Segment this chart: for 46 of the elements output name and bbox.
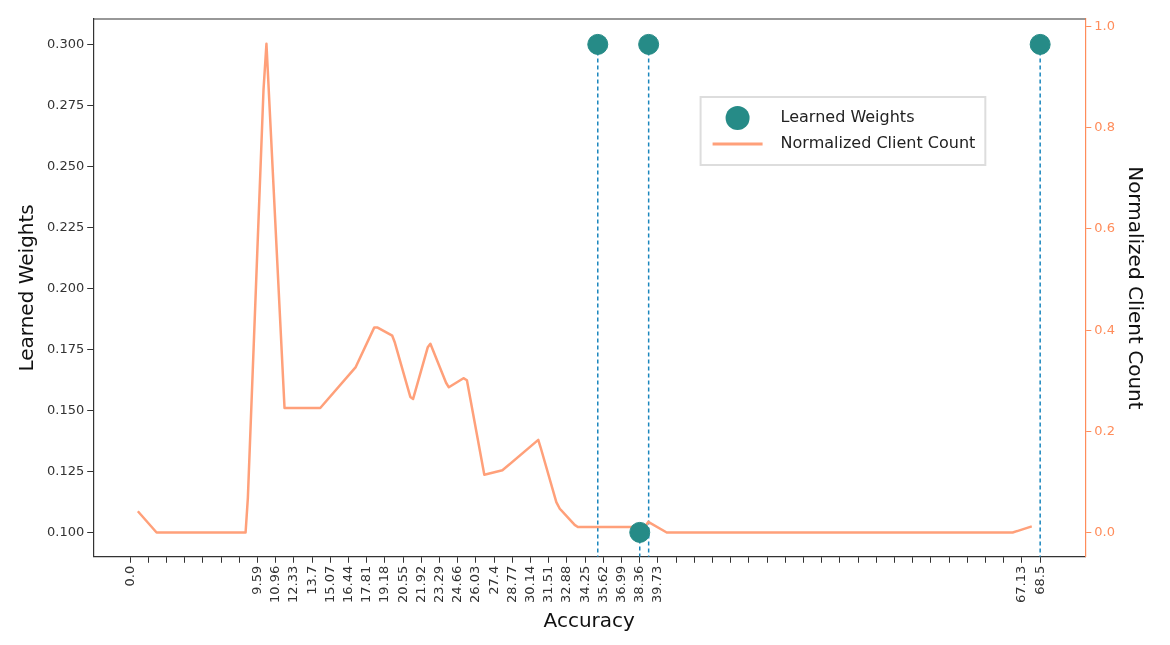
x-tick-label: 68.5 [1031,565,1047,595]
y-tick-label: 0.175 [47,340,85,356]
x-tick-label: 67.13 [1013,565,1029,603]
y2-tick-label: 0.8 [1094,119,1116,135]
y2-axis-title: Normalized Client Count [1123,166,1148,410]
x-tick-label: 13.7 [303,565,319,595]
x-tick-label: 35.62 [594,565,610,603]
y-tick-label: 0.125 [47,462,85,478]
x-axis-title: Accuracy [543,608,636,633]
y2-tick-label: 0.4 [1094,321,1116,337]
x-tick-label: 0.0 [121,565,137,587]
x-tick-label: 31.51 [540,565,556,603]
x-tick-label: 32.88 [558,565,574,603]
y-tick-label: 0.100 [47,523,85,539]
legend-label: Learned Weights [780,107,915,127]
x-tick-label: 24.66 [449,565,465,603]
legend-label: Normalized Client Count [780,133,976,153]
y-tick-label: 0.250 [47,157,85,173]
y2-tick-label: 0.0 [1094,523,1116,539]
y-tick-label: 0.200 [47,279,85,295]
x-tick-label: 15.07 [321,565,337,603]
y2-tick-label: 0.2 [1094,422,1116,438]
x-tick-label: 23.29 [430,565,446,603]
y-tick-label: 0.225 [47,218,85,234]
x-tick-label: 10.96 [267,565,283,603]
y2-tick-label: 0.6 [1094,220,1116,236]
y-tick-label: 0.275 [47,96,85,112]
x-tick-label: 30.14 [521,565,537,603]
x-tick-label: 36.99 [612,565,628,603]
x-tick-label: 16.44 [339,565,355,603]
x-tick-label: 26.03 [467,565,483,603]
x-tick-label: 20.55 [394,565,410,603]
x-tick-label: 27.4 [485,565,501,595]
x-tick-label: 28.77 [503,565,519,603]
y2-tick-label: 1.0 [1094,17,1116,33]
x-tick-label: 38.36 [631,565,647,603]
x-tick-label: 9.59 [248,565,264,595]
x-tick-label: 39.73 [649,565,665,603]
x-tick-label: 12.33 [285,565,301,603]
x-tick-label: 34.25 [576,565,592,603]
y-tick-label: 0.150 [47,401,85,417]
y-axis-title: Learned Weights [14,204,39,372]
y-tick-label: 0.300 [47,35,85,51]
x-tick-label: 21.92 [412,565,428,603]
x-tick-label: 17.81 [358,565,374,603]
x-tick-label: 19.18 [376,565,392,603]
